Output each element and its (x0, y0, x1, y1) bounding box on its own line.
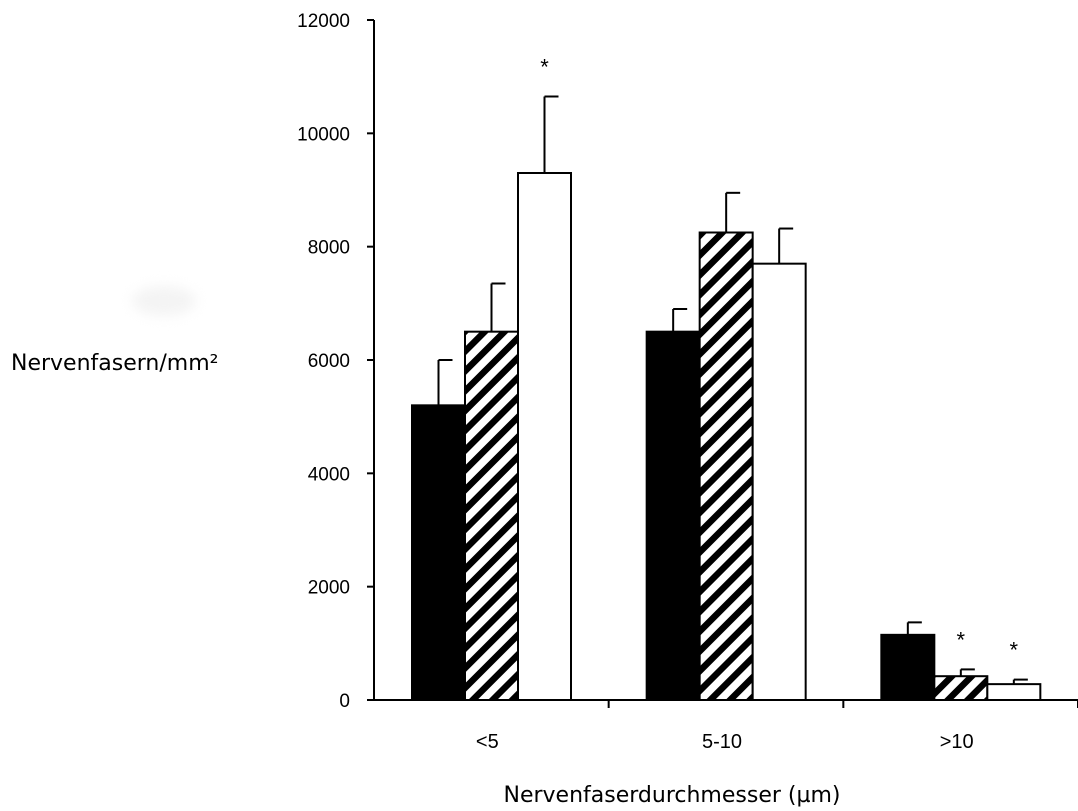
y-tick-label: 8000 (308, 238, 350, 259)
significance-marker: * (540, 55, 549, 80)
bar (933, 675, 989, 702)
bar (411, 404, 466, 701)
y-tick-label: 6000 (308, 351, 350, 372)
bar (880, 633, 936, 701)
y-tick-label: 2000 (308, 578, 350, 599)
y-axis-title: Nervenfasern/mm² (11, 351, 218, 376)
bar (645, 330, 701, 701)
y-tick-label: 0 (339, 691, 350, 712)
bar (751, 262, 807, 701)
x-tick-label: 5-10 (702, 731, 742, 753)
y-tick-label: 10000 (297, 124, 350, 145)
bar (464, 330, 519, 701)
bar (517, 172, 572, 701)
x-axis-title: Nervenfaserdurchmesser (µm) (504, 783, 841, 808)
bar (698, 231, 754, 701)
y-tick-label: 4000 (308, 464, 350, 485)
significance-marker: * (957, 627, 966, 652)
x-tick-label: >10 (940, 731, 974, 753)
bar (986, 683, 1042, 702)
plot-area: 0 2000 4000 6000 8000 10000 12000 <5 5-10 >10 * * * (297, 11, 1078, 753)
x-tick-label: <5 (476, 731, 499, 753)
significance-marker: * (1010, 638, 1019, 663)
background-smudge (132, 286, 196, 316)
y-tick-label: 12000 (297, 11, 350, 32)
